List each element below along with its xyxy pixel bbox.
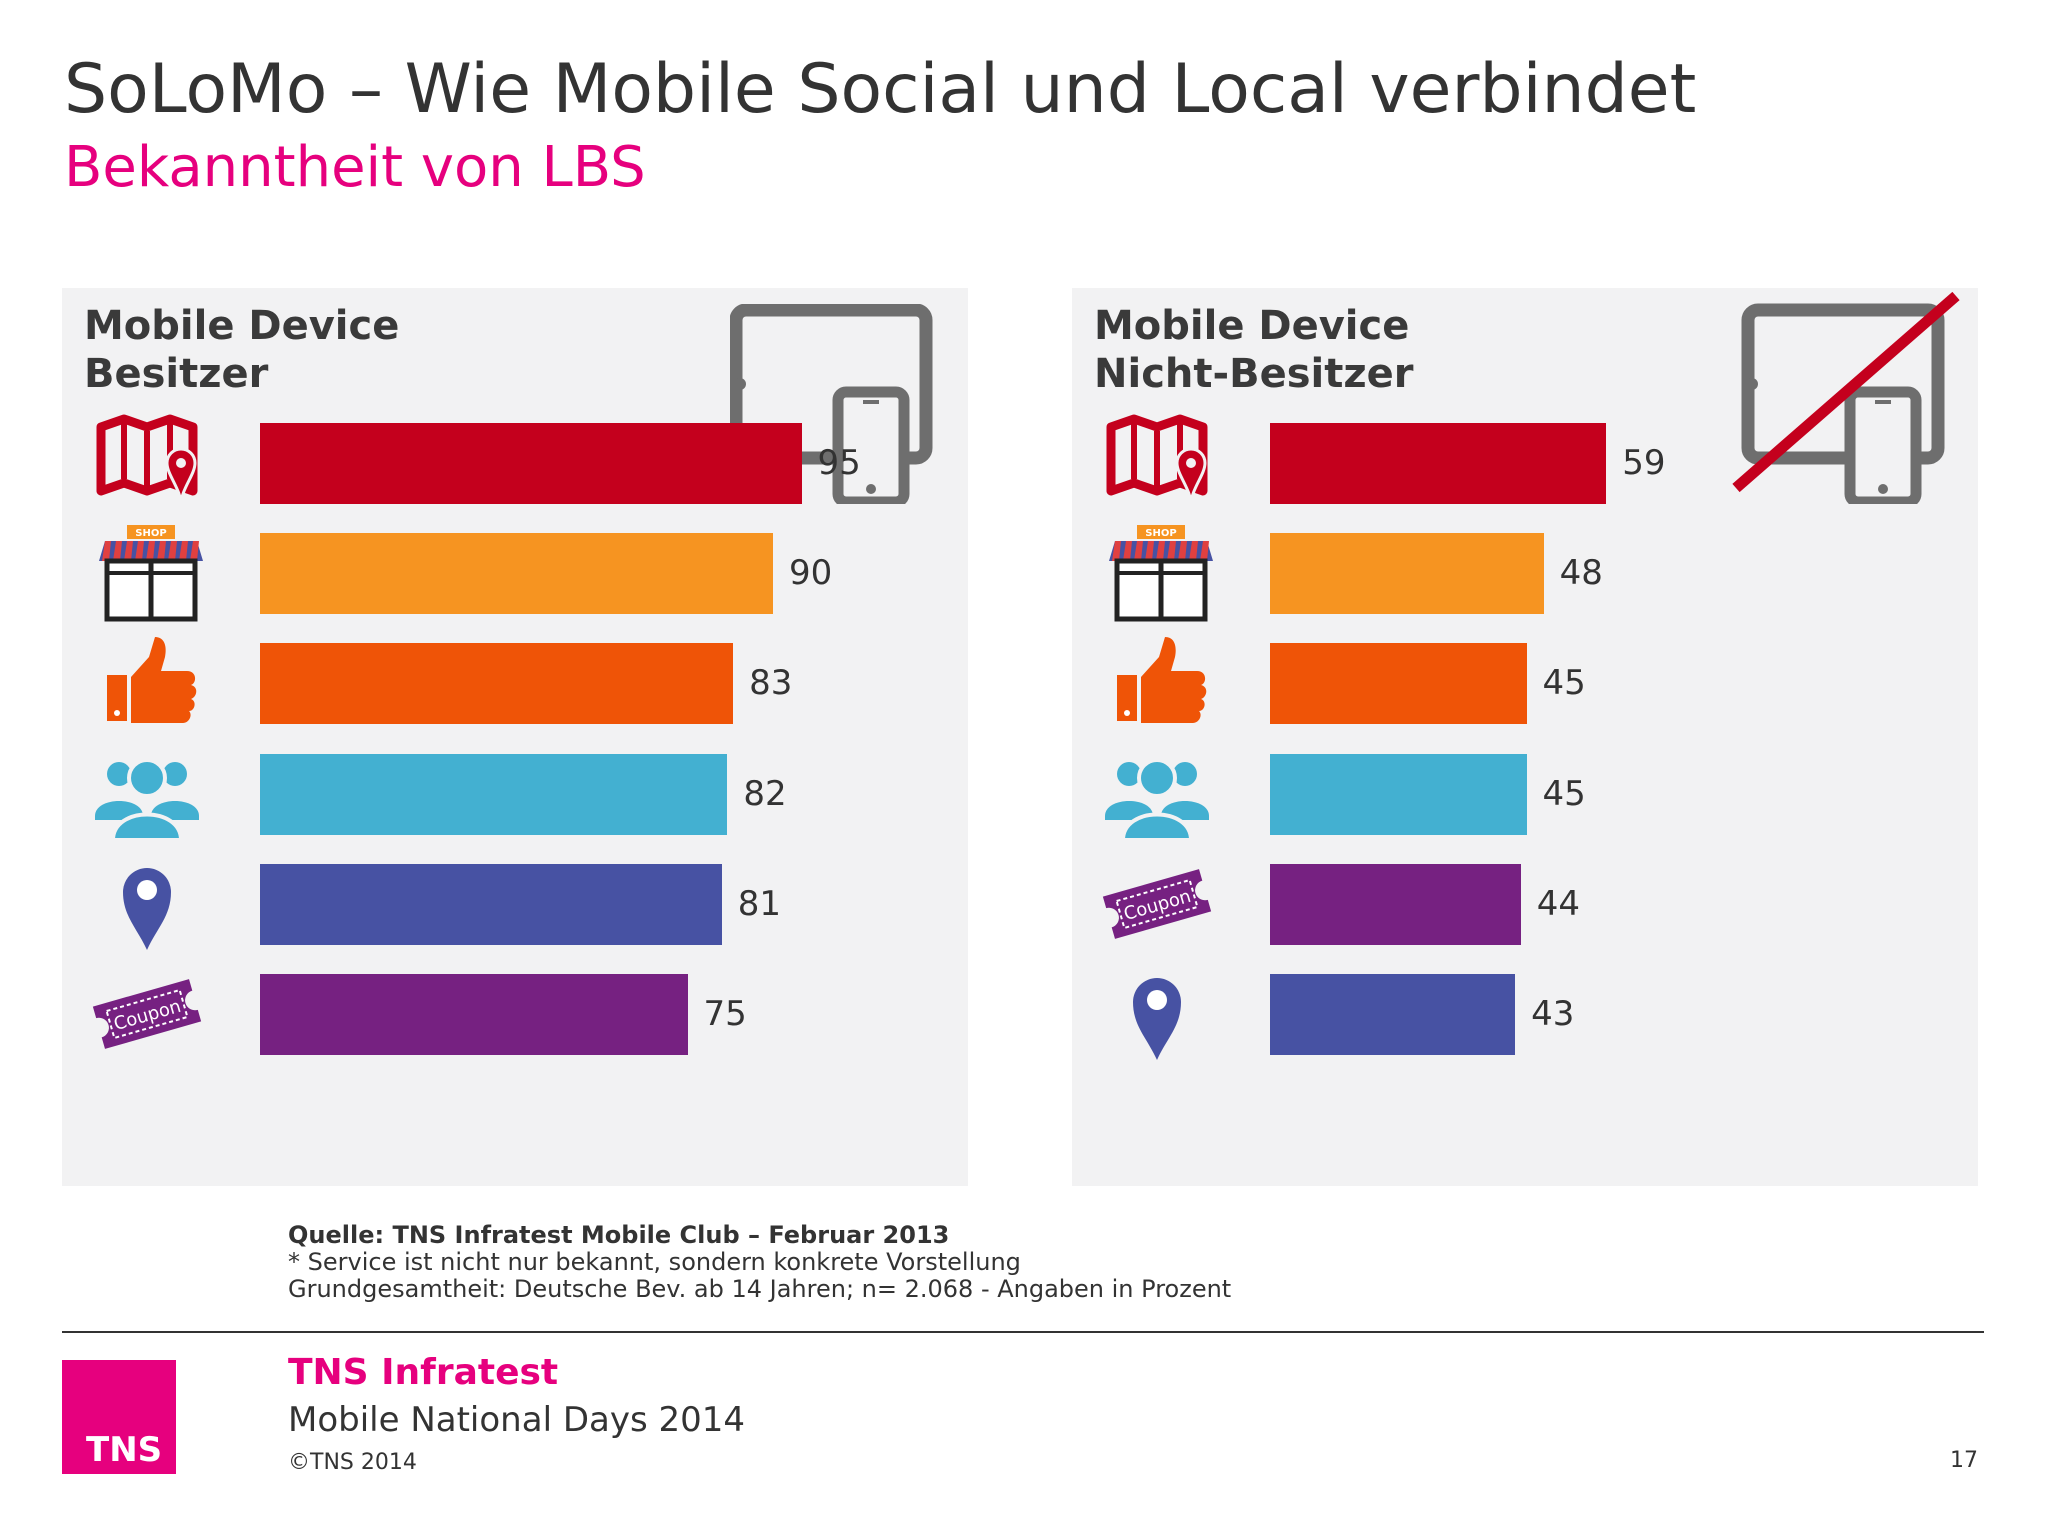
bar-location-pin	[1270, 974, 1516, 1055]
bar-map	[1270, 423, 1607, 504]
bar-value-label: 59	[1622, 443, 1666, 483]
bar-value-label: 48	[1559, 553, 1603, 594]
people-icon	[1097, 744, 1217, 844]
panel-title-line-2: Besitzer	[84, 351, 269, 397]
bar-value-label: 95	[817, 443, 861, 483]
source-line: Quelle: TNS Infratest Mobile Club – Febr…	[288, 1221, 950, 1249]
people-icon	[87, 744, 207, 844]
page-subtitle: Bekanntheit von LBS	[64, 135, 646, 200]
thumbs-up-icon	[1097, 633, 1217, 733]
location-pin-icon	[1097, 964, 1217, 1064]
bar-value-label: 90	[789, 553, 833, 594]
brand-name: TNS Infratest	[288, 1352, 559, 1393]
copyright: ©TNS 2014	[288, 1450, 417, 1475]
bar-thumbs-up	[260, 643, 734, 725]
bar-shop	[260, 533, 773, 615]
chart-panel-non-owners: Mobile Device Nicht-Besitzer 59 SHOP	[1072, 288, 1978, 1186]
source-note: Quelle: TNS Infratest Mobile Club – Febr…	[288, 1222, 1231, 1303]
tablet-phone-icon	[730, 304, 933, 504]
shop-icon: SHOP	[87, 523, 207, 623]
footnote-line: * Service ist nicht nur bekannt, sondern…	[288, 1248, 1021, 1276]
bar-location-pin	[260, 863, 722, 945]
tns-logo: TNS	[62, 1360, 176, 1474]
bar-value-label: 75	[703, 994, 747, 1034]
coupon-icon: Coupon	[87, 964, 207, 1064]
bar-people	[260, 753, 728, 835]
panel-title: Mobile Device Nicht-Besitzer	[1094, 302, 1414, 398]
bar-value-label: 43	[1531, 994, 1575, 1034]
panel-title-line-1: Mobile Device	[1094, 303, 1410, 349]
bar-map	[260, 423, 802, 504]
bar-thumbs-up	[1270, 643, 1527, 725]
bar-value-label: 83	[749, 663, 793, 704]
bar-value-label: 44	[1536, 883, 1581, 924]
panel-title: Mobile Device Besitzer	[84, 302, 399, 398]
svg-text:SHOP: SHOP	[135, 528, 166, 539]
svg-text:SHOP: SHOP	[1145, 528, 1176, 539]
bar-value-label: 82	[743, 773, 787, 814]
bar-coupon	[1270, 863, 1521, 945]
footer-divider	[62, 1331, 1984, 1333]
logo-text: TNS	[86, 1430, 163, 1470]
bar-shop	[1270, 533, 1544, 615]
tablet-phone-crossed-icon	[1732, 292, 1960, 504]
panel-title-line-2: Nicht-Besitzer	[1094, 351, 1414, 397]
map-icon	[1097, 413, 1217, 513]
population-line: Grundgesamtheit: Deutsche Bev. ab 14 Jah…	[288, 1275, 1232, 1303]
coupon-icon: Coupon	[1097, 854, 1217, 954]
page-title: SoLoMo – Wie Mobile Social und Local ver…	[64, 50, 1697, 129]
chart-panel-owners: Mobile Device Besitzer 95 SHOP 90 83	[62, 288, 968, 1186]
bar-people	[1270, 753, 1527, 835]
thumbs-up-icon	[87, 633, 207, 733]
bar-value-label: 81	[737, 883, 781, 924]
location-pin-icon	[87, 854, 207, 954]
event-name: Mobile National Days 2014	[288, 1400, 746, 1440]
map-icon	[87, 413, 207, 513]
page-number: 17	[1950, 1448, 1978, 1473]
shop-icon: SHOP	[1097, 523, 1217, 623]
panel-title-line-1: Mobile Device	[84, 303, 400, 349]
bar-coupon	[260, 974, 688, 1055]
bar-value-label: 45	[1542, 773, 1586, 814]
bar-value-label: 45	[1542, 663, 1586, 704]
